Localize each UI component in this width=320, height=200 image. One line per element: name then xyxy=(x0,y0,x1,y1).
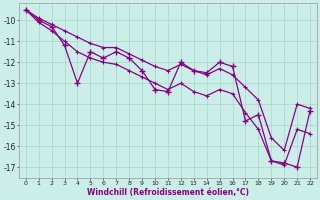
X-axis label: Windchill (Refroidissement éolien,°C): Windchill (Refroidissement éolien,°C) xyxy=(87,188,249,197)
